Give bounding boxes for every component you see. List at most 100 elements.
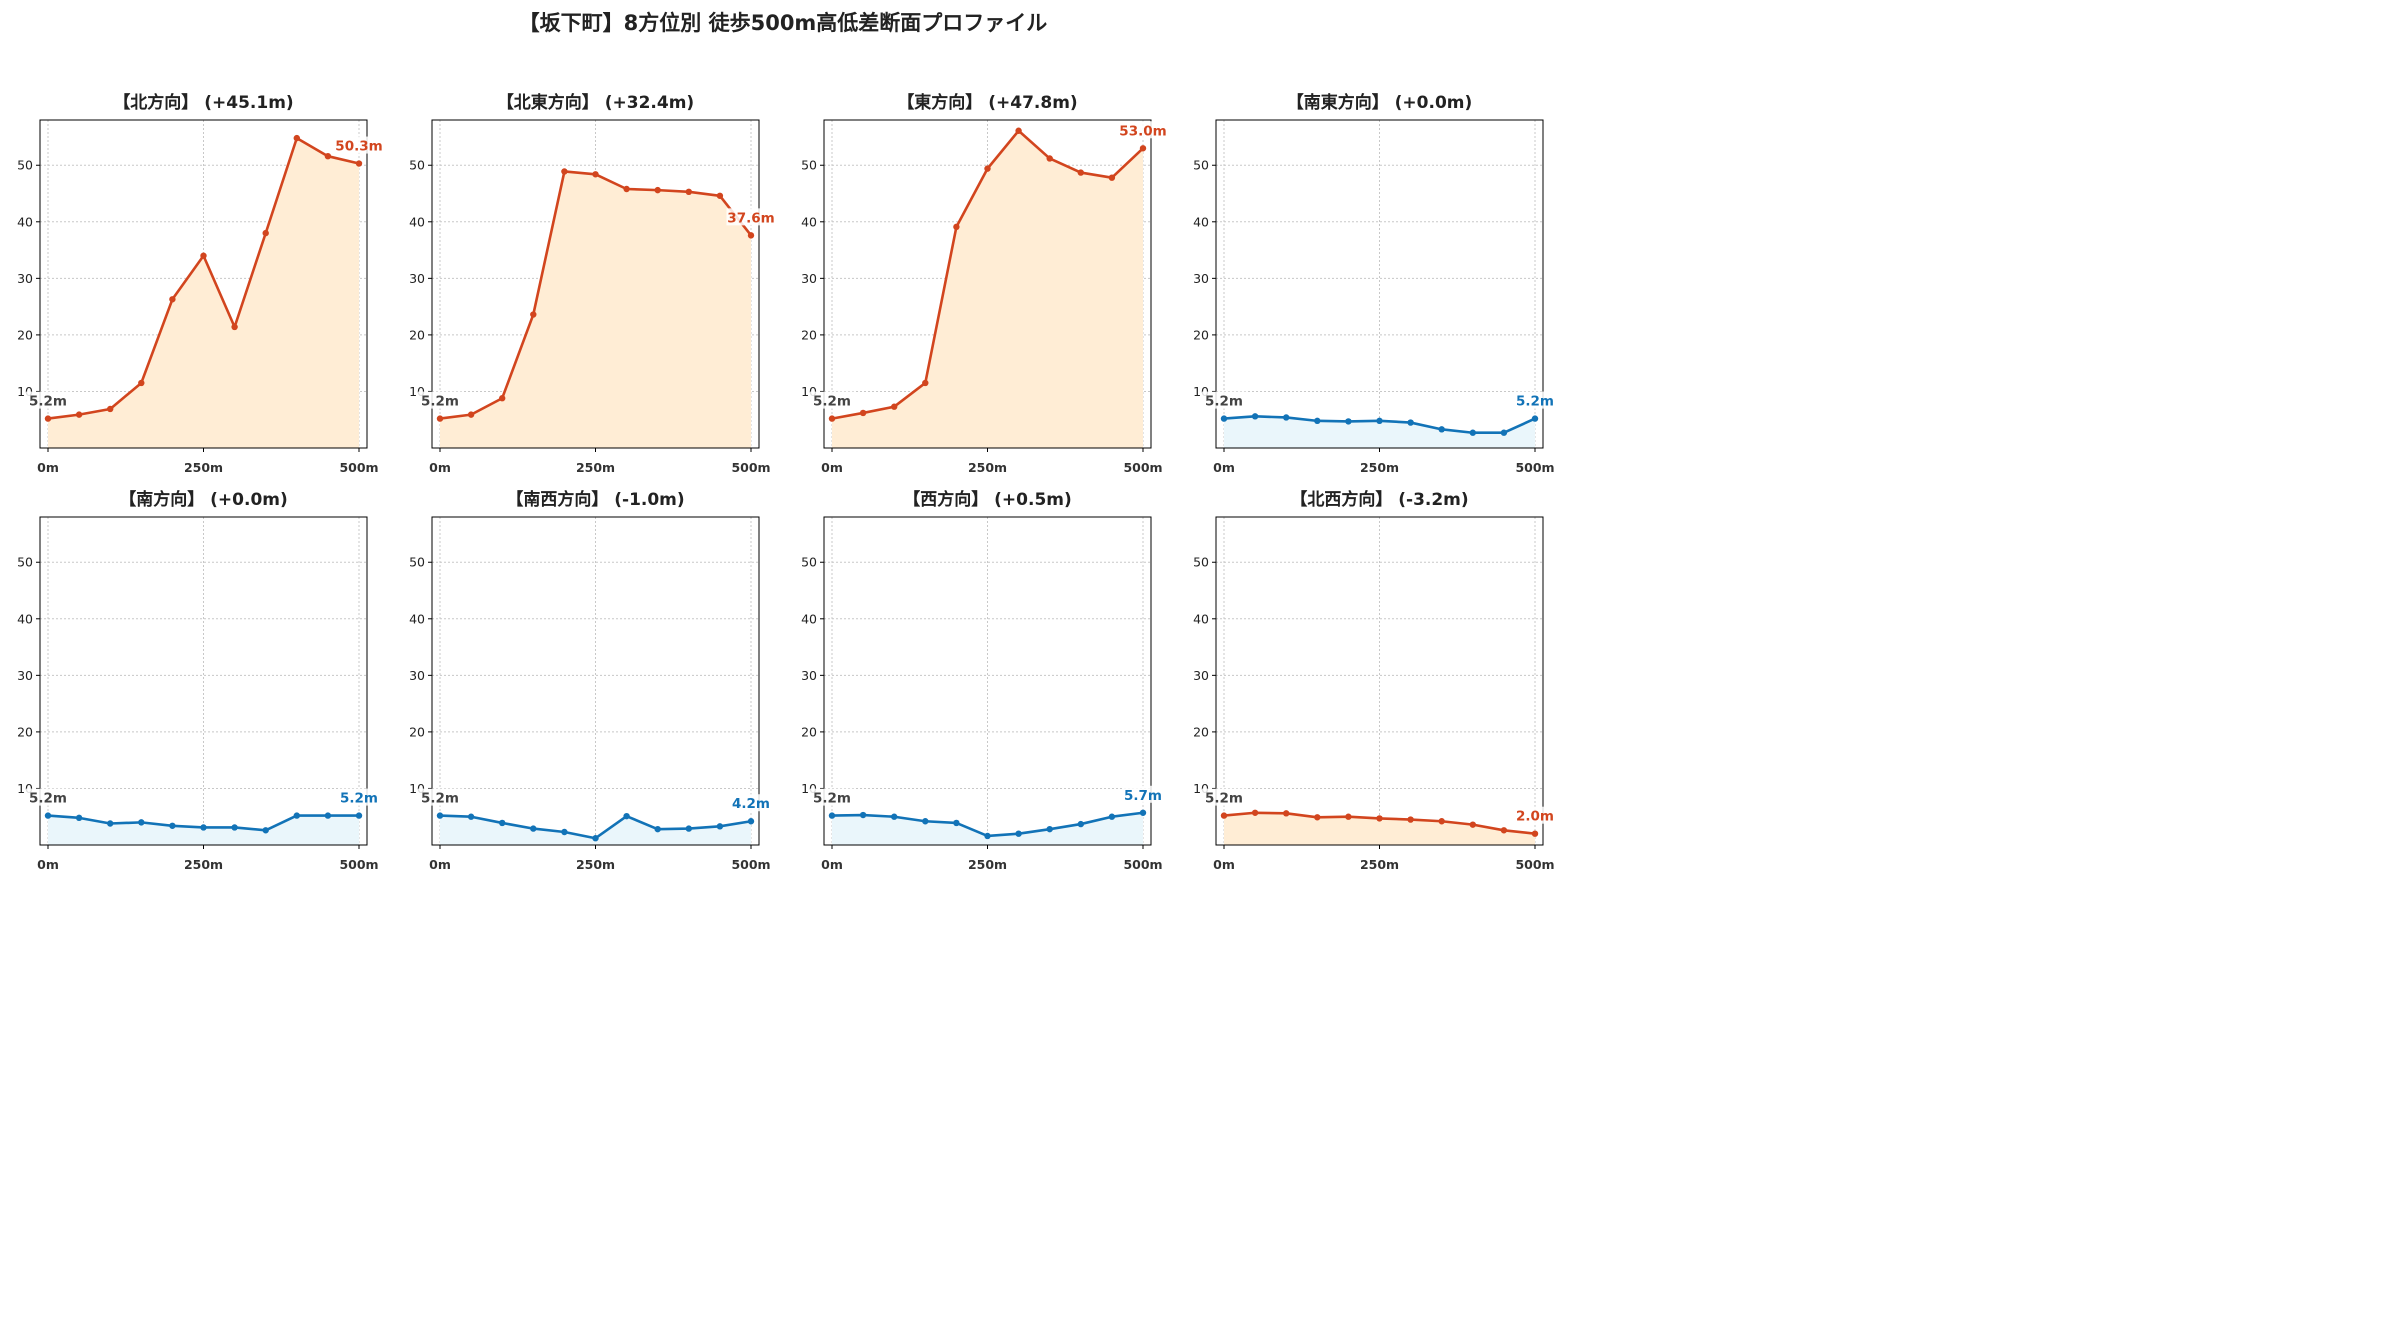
- data-point: [324, 152, 332, 160]
- data-point: [499, 395, 506, 402]
- y-tick-label: 30: [801, 668, 817, 683]
- y-tick-label: 40: [17, 214, 33, 229]
- x-tick-label: 500m: [1123, 460, 1162, 475]
- panel-title: 【南西方向】 (-1.0m): [506, 489, 684, 510]
- area-fill: [832, 812, 1143, 845]
- data-point: [262, 827, 269, 834]
- start-label-bg: [810, 391, 854, 409]
- data-point: [623, 812, 630, 820]
- start-label-bg: [1202, 391, 1246, 409]
- y-tick-label: 40: [17, 611, 33, 626]
- end-label-bg: [1514, 391, 1556, 409]
- data-point: [1220, 415, 1228, 422]
- data-point: [1108, 174, 1116, 181]
- data-point: [293, 134, 300, 142]
- start-value-label: 5.2m: [29, 791, 67, 807]
- figure: 【坂下町】8方位別 徒歩500m高低差断面プロファイル 【北方向】 (+45.1…: [17, 11, 1556, 872]
- x-tick-label: 500m: [731, 857, 770, 872]
- x-tick-label: 250m: [576, 857, 615, 872]
- data-point: [922, 818, 929, 825]
- data-point: [891, 813, 898, 820]
- data-point: [1251, 809, 1259, 816]
- y-tick-label: 30: [409, 668, 425, 683]
- data-point: [953, 223, 960, 231]
- end-value-label: 50.3m: [335, 139, 382, 155]
- data-point: [436, 415, 444, 422]
- x-tick-label: 0m: [37, 460, 59, 475]
- y-tick-label: 50: [1193, 555, 1209, 570]
- data-point: [623, 185, 630, 193]
- panel-title: 【東方向】 (+47.8m): [897, 92, 1077, 113]
- data-point: [716, 823, 724, 830]
- data-point: [685, 188, 692, 196]
- y-tick-label: 20: [409, 724, 425, 739]
- area-fill: [48, 138, 359, 448]
- x-tick-label: 500m: [731, 460, 770, 475]
- data-point: [1108, 813, 1116, 820]
- x-tick-label: 500m: [339, 460, 378, 475]
- data-point: [231, 323, 238, 331]
- x-tick-label: 0m: [429, 857, 451, 872]
- data-point: [530, 311, 537, 318]
- data-point: [1046, 825, 1053, 833]
- data-point: [1376, 417, 1383, 425]
- data-point: [75, 411, 83, 418]
- data-point: [262, 229, 269, 237]
- end-label-bg: [338, 788, 380, 806]
- data-point: [891, 403, 898, 410]
- y-tick-label: 40: [801, 214, 817, 229]
- data-point: [1438, 818, 1445, 825]
- panel-title: 【南方向】 (+0.0m): [119, 489, 288, 510]
- x-tick-label: 250m: [184, 460, 223, 475]
- data-point: [685, 825, 692, 832]
- start-value-label: 5.2m: [29, 394, 67, 410]
- x-tick-label: 0m: [37, 857, 59, 872]
- data-point: [231, 824, 238, 831]
- start-label-bg: [26, 788, 70, 806]
- start-label-bg: [418, 788, 462, 806]
- data-point: [1407, 816, 1414, 823]
- start-label-bg: [810, 788, 854, 806]
- data-point: [654, 186, 661, 194]
- y-tick-label: 30: [17, 668, 33, 683]
- data-point: [467, 411, 475, 418]
- end-value-label: 53.0m: [1119, 123, 1166, 139]
- data-point: [1314, 814, 1321, 821]
- x-tick-label: 500m: [1515, 857, 1554, 872]
- data-point: [561, 168, 568, 175]
- start-value-label: 5.2m: [1205, 394, 1243, 410]
- data-point: [499, 819, 506, 827]
- data-point: [1220, 812, 1228, 819]
- y-tick-label: 20: [17, 327, 33, 342]
- data-point: [107, 405, 114, 413]
- data-point: [436, 812, 444, 819]
- y-tick-label: 30: [801, 271, 817, 286]
- end-value-label: 2.0m: [1516, 809, 1554, 825]
- y-tick-label: 20: [1193, 724, 1209, 739]
- data-point: [293, 812, 300, 819]
- data-point: [984, 165, 991, 172]
- start-label-bg: [26, 391, 70, 409]
- data-point: [467, 813, 475, 820]
- start-value-label: 5.2m: [1205, 791, 1243, 807]
- y-tick-label: 50: [17, 555, 33, 570]
- data-point: [107, 820, 114, 827]
- panel-title: 【北東方向】 (+32.4m): [497, 92, 694, 113]
- y-tick-label: 20: [801, 327, 817, 342]
- data-point: [1407, 419, 1414, 426]
- data-point: [859, 409, 867, 417]
- data-point: [984, 832, 991, 840]
- area-fill: [1224, 416, 1535, 448]
- data-point: [953, 819, 960, 827]
- data-point: [859, 811, 867, 819]
- x-tick-label: 250m: [1360, 857, 1399, 872]
- area-fill: [832, 130, 1143, 449]
- data-point: [1283, 810, 1290, 817]
- y-tick-label: 50: [801, 158, 817, 173]
- y-tick-label: 50: [409, 555, 425, 570]
- data-point: [169, 822, 176, 829]
- panel-title: 【北西方向】 (-3.2m): [1290, 489, 1468, 510]
- y-tick-label: 40: [409, 214, 425, 229]
- end-value-label: 37.6m: [727, 210, 774, 226]
